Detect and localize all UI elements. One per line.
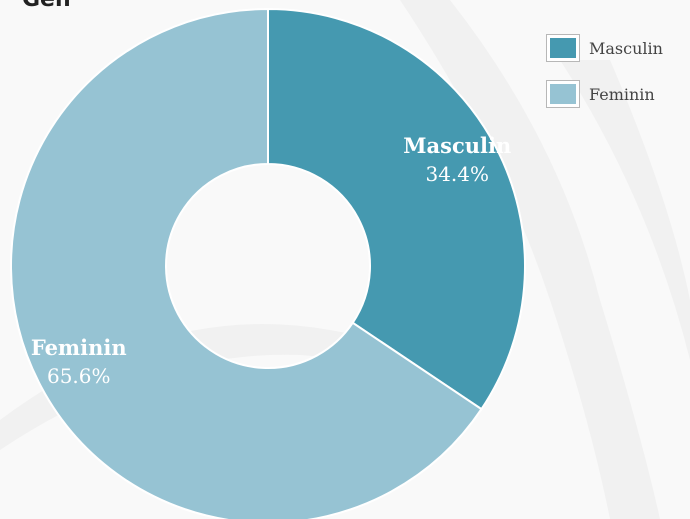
slice-percent-feminin: 65.6%	[47, 364, 111, 388]
slices-group	[10, 7, 526, 519]
legend-label: Masculin	[589, 38, 663, 58]
slice-label-masculin: Masculin	[403, 133, 511, 158]
legend-label: Feminin	[589, 84, 655, 104]
legend-item-feminin[interactable]: Feminin	[546, 78, 663, 110]
pie-slice-masculin[interactable]	[267, 7, 526, 411]
legend: Masculin Feminin	[546, 32, 663, 110]
legend-swatch	[546, 34, 580, 62]
slice-labels-group: Masculin 34.4% Feminin 65.6%	[31, 133, 511, 388]
slice-percent-masculin: 34.4%	[425, 162, 489, 186]
chart-title: Gen	[22, 0, 71, 12]
legend-item-masculin[interactable]: Masculin	[546, 32, 663, 64]
pie-slice-feminin[interactable]	[10, 7, 483, 519]
legend-swatch	[546, 80, 580, 108]
slice-label-feminin: Feminin	[31, 335, 127, 360]
